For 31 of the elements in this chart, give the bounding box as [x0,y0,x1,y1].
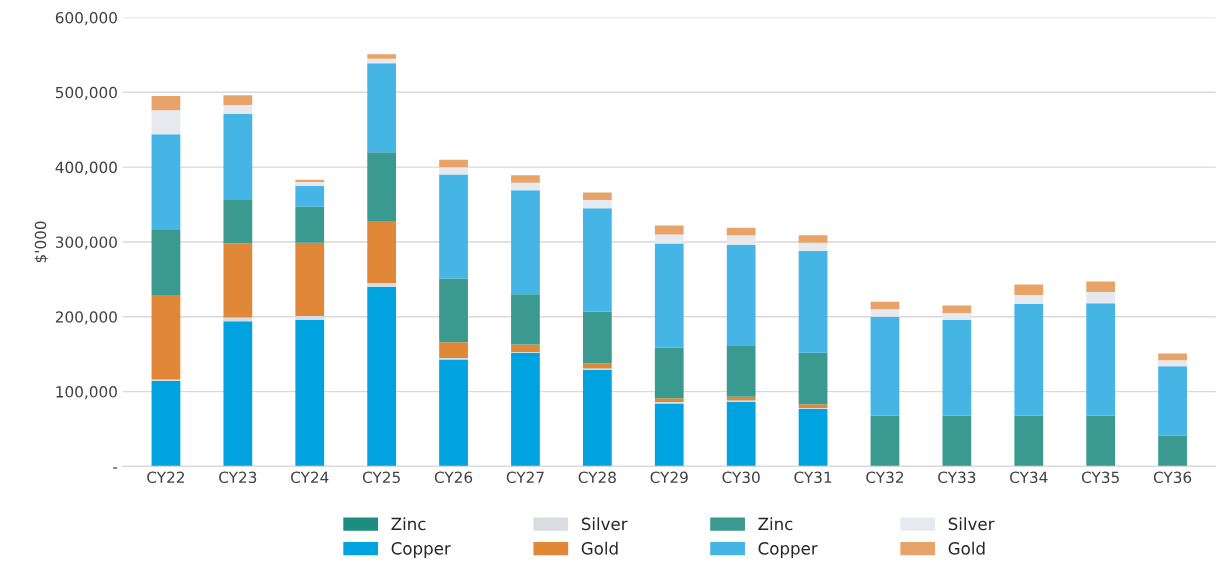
y-tick-label: 200,000 [55,311,117,325]
x-tick-label: CY28 [578,471,616,484]
x-tick-label: CY25 [362,471,400,484]
legend-label: Zinc [391,517,426,531]
x-tick-label: CY24 [291,471,329,484]
legend-label: Gold [948,541,985,555]
y-tick-label: - [113,467,118,469]
x-tick-label: CY23 [219,471,257,484]
legend-label: Zinc [758,517,793,531]
legend-label: Gold [581,541,618,555]
x-tick-label: CY32 [866,471,904,484]
legend-label: Copper [758,542,818,558]
x-tick-label: CY27 [506,471,544,484]
y-tick-label: 600,000 [55,11,117,26]
x-tick-label: CY35 [1081,471,1119,484]
y-tick-label: 100,000 [56,386,117,400]
y-axis-title: $'000 [34,221,49,263]
legend-label: Silver [581,517,628,531]
x-tick-label: CY22 [147,471,184,484]
y-tick-label: 500,000 [55,86,117,100]
x-tick-label: CY34 [1010,471,1048,484]
y-tick-label: 400,000 [55,161,117,175]
legend-label: Copper [391,542,451,558]
x-tick-label: CY30 [722,471,760,484]
x-tick-label: CY36 [1153,471,1192,484]
x-tick-label: CY31 [794,471,832,484]
x-tick-label: CY29 [650,471,688,484]
y-tick-label: 300,000 [55,236,117,250]
x-tick-label: CY26 [434,471,473,484]
x-tick-label: CY33 [938,471,976,484]
legend-label: Silver [948,517,995,531]
